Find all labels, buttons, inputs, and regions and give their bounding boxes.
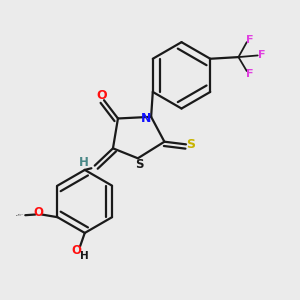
Text: F: F	[246, 69, 253, 79]
Text: O: O	[96, 89, 107, 102]
Text: F: F	[246, 34, 253, 44]
Text: S: S	[186, 138, 195, 151]
Text: H: H	[80, 251, 89, 261]
Text: O: O	[33, 206, 43, 219]
Text: methoxy: methoxy	[18, 214, 24, 215]
Text: F: F	[258, 50, 266, 60]
Text: O: O	[71, 244, 82, 257]
Text: S: S	[135, 158, 144, 171]
Text: N: N	[141, 112, 151, 125]
Text: methoxy: methoxy	[16, 214, 22, 216]
Text: H: H	[79, 156, 89, 169]
